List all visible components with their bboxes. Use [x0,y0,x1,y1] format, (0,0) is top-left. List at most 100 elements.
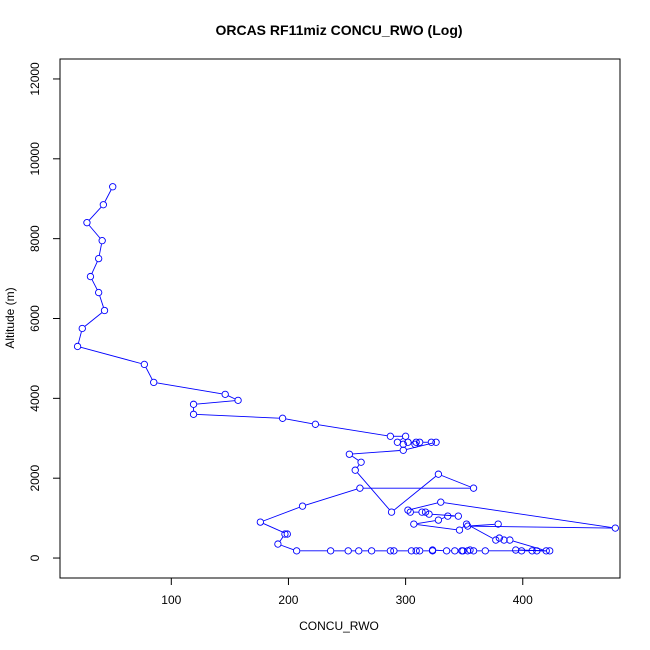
series-line-segment [263,523,285,534]
series-line-segment [88,207,102,221]
data-point [293,547,301,555]
y-tick-label: 2000 [28,465,42,492]
data-point [434,516,443,524]
series-line-segment [393,476,436,511]
series-line-segment [305,488,357,506]
data-point [411,440,419,448]
series-line-segment [417,520,436,524]
data-point [444,512,452,520]
y-tick-label: 8000 [28,225,42,252]
data-point [421,508,430,516]
data-point [387,508,396,516]
series-line-segment [99,295,104,308]
data-point [611,524,619,532]
data-point [78,324,86,333]
series-line-segment [399,437,404,441]
series-line-segment [263,506,300,522]
data-point [481,547,489,555]
series-line-segment [357,472,390,510]
data-point [410,520,418,528]
data-point [274,540,282,548]
data-point [454,512,462,520]
data-point [390,547,398,555]
data-point [281,530,289,538]
data-point [189,400,198,408]
series-line-segment [432,513,455,517]
data-point [416,547,424,555]
data-point [459,547,467,555]
series-line-segment [513,540,543,551]
series-line-segment [471,525,612,529]
series-line-segment [469,525,493,539]
data-point [466,546,474,554]
data-point [311,420,320,428]
data-point [427,438,436,446]
y-axis: 0 2000 4000 6000 8000 10000 12000 [28,62,61,561]
series-line-segment [519,549,543,552]
data-point [95,254,103,263]
y-axis-label: Altitude (m) [3,287,17,348]
data-point [386,547,395,555]
data-point [98,236,106,245]
series-line-segment [352,450,400,455]
data-point [401,432,410,440]
data-point [356,484,364,492]
data-point [542,547,550,555]
data-point [418,508,426,516]
data-point [412,547,420,555]
series-line-segment [228,395,236,400]
series-line-segment [80,346,142,364]
x-tick-label: 300 [396,593,416,607]
series-line-segment [318,424,387,437]
data-point [462,520,471,528]
data-point [99,201,107,209]
data-point [73,342,82,351]
y-tick-label: 6000 [28,305,42,332]
data-point [221,390,229,399]
y-tick-label: 0 [28,554,42,561]
data-point [506,536,514,544]
data-point [533,547,541,555]
data-point [437,498,445,506]
series-line-segment [279,536,284,542]
data-point [140,360,149,369]
data-point [83,219,91,227]
series-line-segment [441,475,471,488]
series-line-segment [145,367,153,380]
series-line-segment [444,502,612,529]
series-line-segment [88,225,101,239]
data-point [404,506,412,514]
data-point [434,470,443,478]
data-point [494,520,502,528]
data-point [442,547,451,555]
series-line-segment [157,382,222,395]
data-point [404,438,412,446]
data-point [234,396,242,404]
data-point [406,508,414,516]
data-point [428,546,437,554]
series-line-segment [461,526,465,529]
data-point [455,526,464,534]
data-point [95,288,103,297]
y-tick-label: 4000 [28,385,42,412]
series-line-segment [352,455,359,461]
data-series [73,183,619,555]
data-point [351,466,359,474]
data-point [517,547,526,555]
series-line-segment [91,279,98,290]
data-point [512,546,520,554]
data-point [326,547,335,555]
series-line-segment [84,312,103,327]
data-point [500,536,508,544]
x-tick-label: 100 [161,593,181,607]
data-point [469,484,478,492]
series-line-segment [91,261,98,274]
data-point [407,547,416,555]
plot-frame [59,58,621,579]
data-point [399,446,407,454]
data-point [345,450,354,458]
series-line-segment [197,414,280,419]
series-line-segment [281,544,294,551]
data-point [278,414,287,422]
